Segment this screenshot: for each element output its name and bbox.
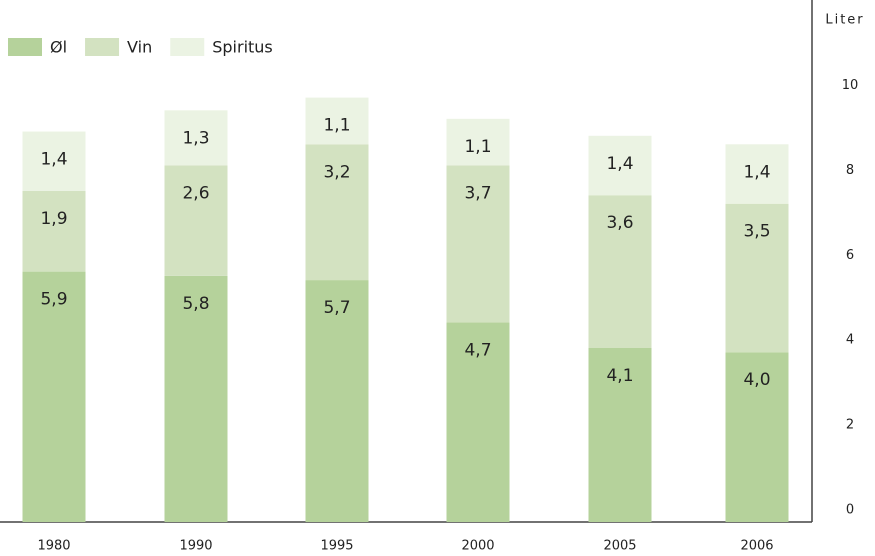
bar-segment: [588, 135, 652, 196]
bar-segment: [588, 348, 652, 522]
legend-swatch: [8, 38, 42, 56]
bar-segment: [305, 97, 369, 145]
bar-segment: [446, 118, 510, 166]
value-label: 1,4: [40, 150, 67, 170]
y-tick-label: 0: [846, 503, 854, 518]
value-label: 5,9: [40, 290, 67, 310]
bar-segment: [588, 195, 652, 348]
bar-segment: [164, 165, 228, 276]
y-tick-label: 6: [846, 248, 854, 263]
value-label: 5,8: [182, 294, 209, 314]
value-label: 3,7: [464, 184, 491, 204]
x-tick-label: 2005: [603, 539, 636, 554]
value-label: 4,0: [743, 370, 770, 390]
value-label: 4,1: [606, 366, 633, 386]
value-label: 3,5: [743, 222, 770, 242]
bar-segment: [725, 144, 789, 204]
bar-segment: [305, 280, 369, 522]
value-label: 5,7: [323, 298, 350, 318]
legend-label: Vin: [127, 38, 152, 57]
bar-segment: [22, 131, 86, 191]
bar-segment: [22, 271, 86, 522]
x-tick-label: 2000: [461, 539, 494, 554]
value-label: 3,6: [606, 213, 633, 233]
x-tick-label: 1980: [37, 539, 70, 554]
value-label: 1,4: [606, 154, 633, 174]
value-label: 1,3: [182, 128, 209, 148]
legend-swatch: [85, 38, 120, 56]
value-label: 1,4: [743, 162, 770, 182]
value-label: 3,2: [323, 162, 350, 182]
value-label: 1,1: [464, 137, 491, 157]
legend-label: Spiritus: [212, 38, 273, 57]
value-label: 4,7: [464, 341, 491, 361]
x-tick-label: 1990: [179, 539, 212, 554]
bar-segment: [164, 110, 228, 166]
value-label: 2,6: [182, 184, 209, 204]
bar-segment: [446, 322, 510, 522]
y-axis-label: Liter: [825, 13, 864, 28]
bar-segment: [22, 190, 86, 272]
bar-segment: [725, 352, 789, 522]
bar-segment: [305, 144, 369, 281]
y-tick-label: 4: [846, 333, 854, 348]
value-label: 1,1: [323, 116, 350, 136]
y-tick-label: 10: [842, 78, 859, 93]
value-label: 1,9: [40, 209, 67, 229]
legend-swatch: [170, 38, 205, 56]
y-tick-label: 8: [846, 163, 854, 178]
x-tick-label: 2006: [740, 539, 773, 554]
legend-label: Øl: [50, 38, 67, 57]
bar-segment: [446, 165, 510, 323]
bar-segment: [725, 203, 789, 353]
y-tick-label: 2: [846, 418, 854, 433]
bar-segment: [164, 275, 228, 522]
x-tick-label: 1995: [320, 539, 353, 554]
